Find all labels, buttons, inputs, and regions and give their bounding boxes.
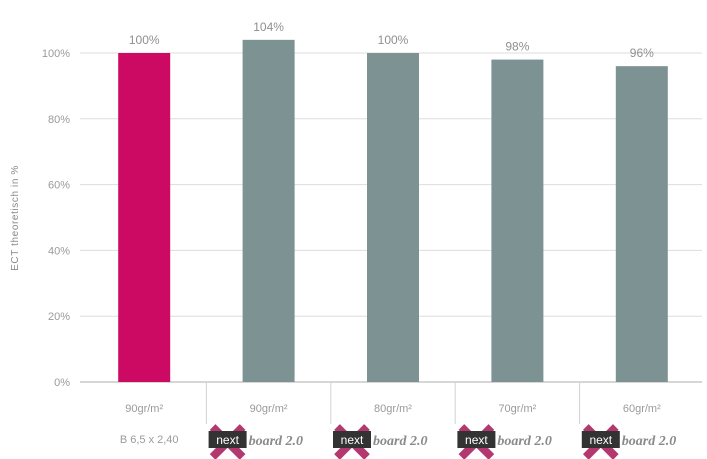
logo-board-text: board 2.0 [249, 434, 303, 449]
logo-next-box [333, 431, 371, 448]
logo-next-box [581, 431, 620, 448]
bar [491, 59, 544, 383]
logo-next-text: next [465, 433, 488, 447]
bar [615, 66, 668, 382]
logo-next-text: next [216, 433, 239, 447]
y-tick-label: 100% [42, 48, 70, 60]
y-tick-label: 80% [48, 114, 70, 126]
data-labels: 100% 104% 100% 98% 96% [129, 20, 654, 60]
y-axis-label: ECT theoretisch in % [10, 165, 21, 271]
x-tick-label: 70gr/m² [498, 403, 536, 415]
bar [242, 39, 295, 383]
x-tick-label: 90gr/m² [125, 403, 163, 415]
y-tick-label: 20% [48, 311, 70, 323]
y-tick-label: 0% [54, 377, 70, 389]
next-board-logo: next board 2.0 [457, 424, 552, 459]
logo-next-text: next [341, 433, 364, 447]
logo-next-text: next [589, 433, 612, 447]
logo-next-box [457, 431, 496, 448]
data-label: 96% [630, 46, 654, 60]
x-sub-labels: B 6,5 x 2,40 next board 2.0 next board 2.0 ne… [120, 424, 676, 459]
y-axis-ticks: 0% 20% 40% 60% 80% 100% [42, 48, 70, 389]
logo-board-text: board 2.0 [373, 434, 427, 449]
x-tick-label: 90gr/m² [250, 403, 288, 415]
data-label: 98% [505, 40, 529, 54]
bar [367, 53, 419, 382]
next-board-logo: next board 2.0 [208, 424, 303, 459]
logo-next-box [208, 431, 247, 448]
data-label: 100% [129, 33, 160, 47]
logo-board-text: board 2.0 [622, 434, 676, 449]
data-label: 104% [253, 20, 284, 34]
bars [118, 39, 668, 383]
logo-board-text: board 2.0 [497, 434, 551, 449]
x-tick-label: 80gr/m² [374, 403, 412, 415]
x-sub-label: B 6,5 x 2,40 [120, 434, 179, 446]
x-tick-label: 60gr/m² [623, 403, 661, 415]
y-tick-label: 60% [48, 180, 70, 192]
y-tick-label: 40% [48, 245, 70, 257]
x-axis-ticks: 90gr/m² 90gr/m² 80gr/m² 70gr/m² 60gr/m² [125, 403, 661, 415]
next-board-logo: next board 2.0 [581, 424, 676, 459]
data-label: 100% [378, 33, 409, 47]
next-board-logo: next board 2.0 [333, 424, 427, 459]
bar [118, 53, 171, 382]
